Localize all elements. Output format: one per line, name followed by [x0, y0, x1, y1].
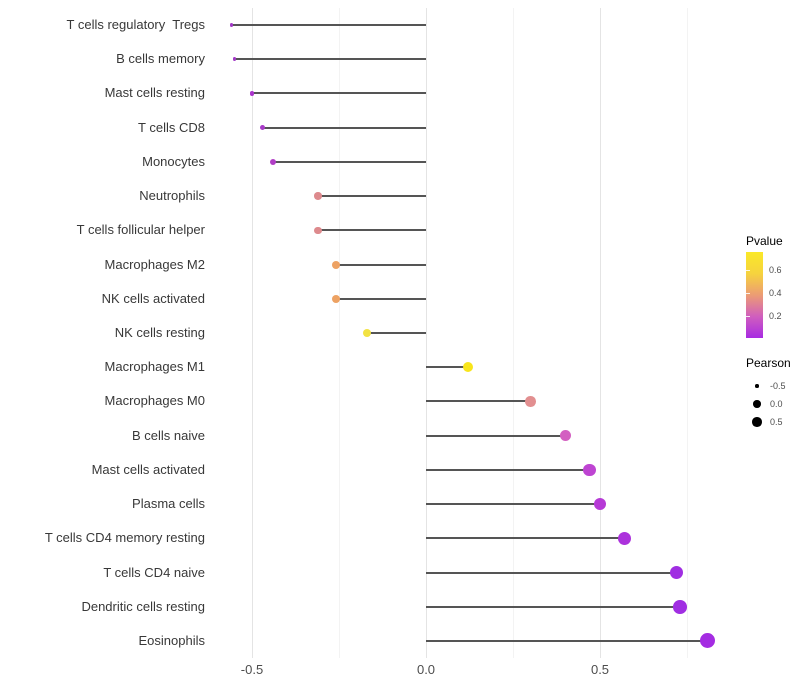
pearson-legend-dot — [752, 417, 762, 427]
legend-pearson-title: Pearson — [746, 356, 791, 370]
lollipop-stick — [335, 263, 426, 266]
lollipop-dot — [249, 91, 255, 96]
y-axis-label: Macrophages M0 — [104, 393, 205, 409]
minor-gridline — [687, 8, 688, 658]
colorbar-tick — [746, 316, 750, 317]
lollipop-stick — [426, 434, 566, 437]
lollipop-stick — [335, 297, 426, 300]
lollipop-stick — [272, 160, 426, 163]
lollipop-stick — [231, 24, 426, 26]
lollipop-stick — [426, 537, 625, 540]
pearson-legend-dot — [753, 400, 761, 408]
lollipop-stick — [318, 229, 426, 232]
y-axis-label: T cells follicular helper — [76, 222, 205, 238]
colorbar-tick — [746, 293, 750, 294]
pearson-legend-label: -0.5 — [770, 381, 786, 391]
colorbar-tick-label: 0.2 — [769, 311, 782, 321]
lollipop-stick — [426, 503, 600, 506]
lollipop-dot — [700, 633, 716, 649]
lollipop-dot — [269, 158, 276, 165]
y-axis-label: T cells CD4 memory resting — [44, 530, 205, 546]
y-axis-label: B cells naive — [132, 427, 205, 443]
lollipop-dot — [314, 226, 322, 234]
lollipop-dot — [583, 463, 596, 477]
lollipop-dot — [462, 362, 473, 373]
lollipop-dot — [259, 124, 266, 131]
colorbar-tick-label: 0.4 — [769, 288, 782, 298]
y-axis-label: Macrophages M2 — [104, 256, 205, 272]
lollipop-stick — [318, 195, 426, 198]
lollipop-dot — [314, 192, 322, 200]
y-axis-label: NK cells activated — [101, 290, 205, 306]
lollipop-stick — [366, 331, 426, 334]
lollipop-stick — [426, 366, 468, 369]
y-axis-label: Macrophages M1 — [104, 359, 205, 375]
colorbar-tick — [746, 270, 750, 271]
major-gridline — [600, 8, 601, 658]
minor-gridline — [339, 8, 340, 658]
lollipop-dot — [525, 396, 536, 407]
lollipop-stick — [252, 92, 426, 95]
y-axis-label: Dendritic cells resting — [81, 598, 205, 614]
lollipop-stick — [426, 639, 708, 642]
y-axis-label: T cells regulatory Tregs — [66, 17, 205, 32]
colorbar-tick-label: 0.6 — [769, 265, 782, 275]
y-axis-label: Mast cells activated — [91, 461, 205, 477]
lollipop-dot — [331, 294, 340, 303]
legend-pvalue-title: Pvalue — [746, 234, 783, 248]
lollipop-dot — [229, 23, 233, 27]
y-axis-label: NK cells resting — [114, 324, 205, 340]
y-axis-label: B cells memory — [116, 51, 205, 67]
lollipop-dot — [362, 328, 372, 338]
lollipop-dot — [669, 565, 684, 580]
pearson-legend-dot — [755, 384, 759, 388]
lollipop-stick — [426, 468, 590, 471]
lollipop-dot — [232, 57, 237, 61]
lollipop-stick — [234, 58, 426, 61]
pearson-legend-label: 0.0 — [770, 399, 783, 409]
major-gridline — [252, 8, 253, 658]
pvalue-colorbar — [746, 252, 763, 338]
y-axis-label: T cells CD4 naive — [103, 564, 205, 580]
x-tick-label: 0.5 — [590, 662, 610, 677]
x-tick-label: 0.0 — [416, 662, 436, 677]
y-axis-label: T cells CD8 — [138, 119, 205, 135]
lollipop-stick — [262, 126, 426, 129]
lollipop-dot — [559, 430, 571, 442]
lollipop-dot — [593, 497, 607, 511]
y-axis-label: Plasma cells — [132, 496, 205, 512]
lollipop-dot — [331, 260, 340, 269]
x-tick-label: -0.5 — [240, 662, 264, 677]
pearson-legend-label: 0.5 — [770, 417, 783, 427]
minor-gridline — [513, 8, 514, 658]
y-axis-label: Mast cells resting — [104, 85, 205, 101]
y-axis-label: Eosinophils — [138, 632, 206, 648]
lollipop-stick — [426, 571, 677, 574]
lollipop-stick — [426, 400, 531, 403]
lollipop-dot — [673, 599, 687, 614]
lollipop-stick — [426, 605, 681, 608]
y-axis-label: Neutrophils — [139, 188, 205, 204]
major-gridline — [426, 8, 427, 658]
lollipop-dot — [617, 531, 631, 545]
y-axis-label: Monocytes — [142, 153, 205, 169]
